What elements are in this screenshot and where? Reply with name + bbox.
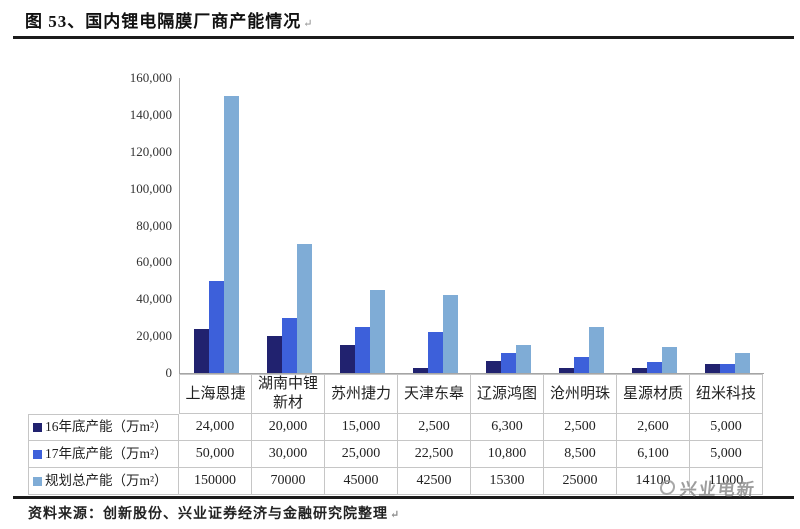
bar-cap-end-2017-3 <box>355 327 370 373</box>
category-header: 纽米科技 <box>690 374 763 414</box>
bar-cap-end-2017-8 <box>720 364 735 373</box>
bar-cap-end-2016-8 <box>705 364 720 373</box>
category-header: 辽源鸿图 <box>471 374 544 414</box>
table-cell: 20,000 <box>252 414 325 441</box>
table-cell: 14100 <box>617 468 690 495</box>
table-cell: 10,800 <box>471 441 544 468</box>
bar-cap-end-2017-7 <box>647 362 662 373</box>
bar-cap-end-2016-5 <box>486 361 501 373</box>
table-cell: 15,000 <box>325 414 398 441</box>
y-axis-tick-label: 20,000 <box>136 328 172 344</box>
table-cell: 2,500 <box>544 414 617 441</box>
category-header: 苏州捷力 <box>325 374 398 414</box>
brand-logo-icon <box>659 480 676 495</box>
bar-planned-total-cap-4 <box>443 295 458 373</box>
legend-row-label: 规划总产能（万m²） <box>28 468 179 495</box>
table-cell: 11000 <box>690 468 763 495</box>
table-cell: 50,000 <box>179 441 252 468</box>
bar-cap-end-2016-4 <box>413 368 428 373</box>
figure-title-row: 图 53、国内锂电隔膜厂商产能情况 ↵ <box>25 7 312 32</box>
table-cell: 45000 <box>325 468 398 495</box>
legend-row-label: 17年底产能（万m²） <box>28 441 179 468</box>
table-cell: 24,000 <box>179 414 252 441</box>
bar-planned-total-cap-6 <box>589 327 604 373</box>
bar-cap-end-2016-3 <box>340 345 355 373</box>
data-table: 上海恩捷 湖南中锂新材 苏州捷力 天津东皋 辽源鸿图 沧州明珠 星源材质 纽米科技 16年底产能… <box>28 374 763 495</box>
y-axis-tick-label: 40,000 <box>136 291 172 307</box>
legend-row-label: 16年底产能（万m²） <box>28 414 179 441</box>
bar-planned-total-cap-1 <box>224 96 239 373</box>
bar-planned-total-cap-3 <box>370 290 385 373</box>
paragraph-mark-icon: ↵ <box>303 18 313 30</box>
table-cell: 8,500 <box>544 441 617 468</box>
table-cell: 22,500 <box>398 441 471 468</box>
series-name: 16年底产能（万m²） <box>45 419 168 435</box>
y-axis-tick-label: 120,000 <box>129 143 172 159</box>
bar-cap-end-2017-5 <box>501 353 516 373</box>
bar-cap-end-2017-1 <box>209 281 224 373</box>
watermark: 兴业电新 <box>659 475 758 500</box>
bar-cap-end-2016-6 <box>559 368 574 373</box>
bar-cap-end-2016-1 <box>194 329 209 373</box>
bar-planned-total-cap-2 <box>297 244 312 373</box>
y-axis-tick-label: 80,000 <box>136 217 172 233</box>
paragraph-mark-icon: ↵ <box>390 509 401 521</box>
figure-title: 图 53、国内锂电隔膜厂商产能情况 <box>25 12 302 31</box>
category-header: 上海恩捷 <box>179 374 252 414</box>
bar-cap-end-2017-4 <box>428 332 443 373</box>
bar-cap-end-2017-2 <box>282 318 297 373</box>
category-header: 湖南中锂新材 <box>252 374 325 414</box>
bar-planned-total-cap-5 <box>516 345 531 373</box>
category-header: 天津东皋 <box>398 374 471 414</box>
bar-cap-end-2016-2 <box>267 336 282 373</box>
bar-cap-end-2017-6 <box>574 357 589 373</box>
source-line: 资料来源：创新股份、兴业证券经济与金融研究院整理 ↵ <box>28 503 400 523</box>
y-axis-tick-label: 160,000 <box>129 70 172 85</box>
table-cell: 42500 <box>398 468 471 495</box>
y-axis-tick-label: 60,000 <box>136 254 172 270</box>
table-cell: 2,500 <box>398 414 471 441</box>
table-cell: 2,600 <box>617 414 690 441</box>
plot-area <box>179 78 764 374</box>
bar-cap-end-2016-7 <box>632 368 647 373</box>
bar-planned-total-cap-8 <box>735 353 750 373</box>
table-cell: 5,000 <box>690 414 763 441</box>
table-cell: 6,300 <box>471 414 544 441</box>
watermark-text: 兴业电新 <box>678 480 757 499</box>
category-header: 沧州明珠 <box>544 374 617 414</box>
table-cell: 30,000 <box>252 441 325 468</box>
footer-rule <box>13 496 794 499</box>
table-cell: 25,000 <box>325 441 398 468</box>
y-axis-tick-label: 100,000 <box>129 180 172 196</box>
table-cell: 150000 <box>179 468 252 495</box>
table-corner-spacer <box>28 374 179 414</box>
legend-swatch-icon <box>33 423 42 432</box>
table-cell: 5,000 <box>690 441 763 468</box>
table-cell: 6,100 <box>617 441 690 468</box>
table-cell: 25000 <box>544 468 617 495</box>
bar-planned-total-cap-7 <box>662 347 677 373</box>
source-text: 资料来源：创新股份、兴业证券经济与金融研究院整理 <box>28 507 388 522</box>
series-name: 17年底产能（万m²） <box>45 445 168 461</box>
table-cell: 70000 <box>252 468 325 495</box>
table-cell: 15300 <box>471 468 544 495</box>
series-name: 规划总产能（万m²） <box>45 472 168 488</box>
title-underline <box>13 36 794 39</box>
category-header: 星源材质 <box>617 374 690 414</box>
legend-swatch-icon <box>33 449 42 459</box>
y-axis-tick-label: 140,000 <box>129 106 172 122</box>
legend-swatch-icon <box>33 476 42 486</box>
